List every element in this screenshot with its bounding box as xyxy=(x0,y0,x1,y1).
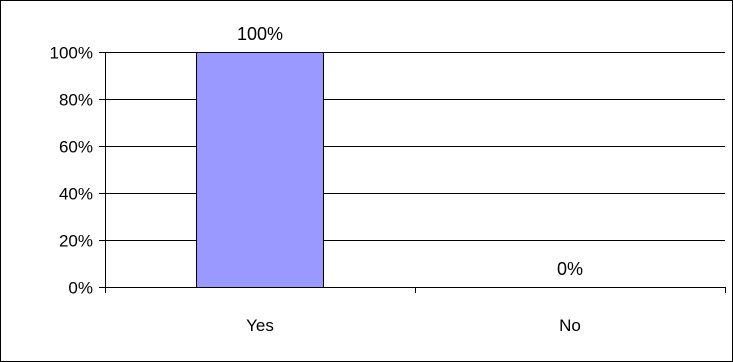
labels: 0% 20% 40% 60% 80% 100% 100% Yes 0% No xyxy=(50,24,583,335)
data-label-yes: 100% xyxy=(237,24,283,44)
bar-yes xyxy=(196,52,324,288)
y-tick-label: 80% xyxy=(59,91,93,110)
x-tick-label-yes: Yes xyxy=(246,316,274,335)
x-tick-label-no: No xyxy=(559,316,581,335)
y-tick-label: 100% xyxy=(50,44,93,63)
y-tick-label: 40% xyxy=(59,185,93,204)
axes xyxy=(99,52,726,293)
y-tick-label: 60% xyxy=(59,138,93,157)
data-label-no: 0% xyxy=(557,259,583,279)
y-tick-label: 0% xyxy=(68,279,93,298)
y-tick-label: 20% xyxy=(59,232,93,251)
bars xyxy=(196,52,324,288)
